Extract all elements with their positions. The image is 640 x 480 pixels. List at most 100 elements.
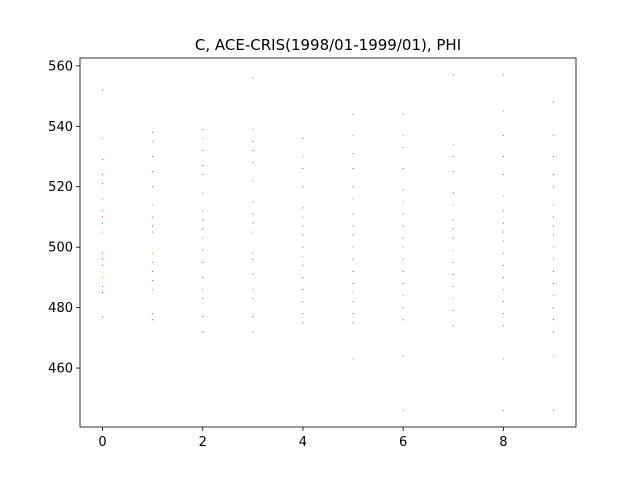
point: [302, 301, 304, 303]
x-tick-label: 8: [499, 435, 507, 450]
point: [202, 288, 204, 290]
point: [202, 331, 204, 333]
point: [102, 252, 104, 254]
y-tick-label: 460: [48, 362, 73, 377]
point: [252, 331, 254, 333]
point: [402, 246, 404, 248]
point: [352, 258, 354, 260]
point: [302, 156, 304, 158]
x-tick-label: 4: [299, 435, 307, 450]
y-tick-label: 520: [48, 180, 73, 195]
point: [402, 189, 404, 191]
point: [102, 183, 104, 185]
point: [102, 216, 104, 218]
point: [552, 331, 554, 333]
point: [552, 186, 554, 188]
y-tick-label: 480: [48, 301, 73, 316]
point: [502, 195, 504, 197]
point: [152, 252, 154, 254]
x-tick-label: 2: [199, 435, 207, 450]
point: [402, 113, 404, 115]
point: [102, 264, 104, 266]
point: [502, 276, 504, 278]
point: [402, 355, 404, 357]
point: [352, 282, 354, 284]
point: [502, 156, 504, 158]
point: [252, 252, 254, 254]
point: [402, 201, 404, 203]
point: [502, 325, 504, 327]
point: [502, 74, 504, 76]
point: [152, 313, 154, 315]
point: [152, 261, 154, 263]
point: [102, 210, 104, 212]
x-tick-label: 0: [98, 435, 106, 450]
point: [352, 225, 354, 227]
point: [402, 270, 404, 272]
point: [202, 137, 204, 139]
point: [102, 159, 104, 161]
point: [202, 316, 204, 318]
point: [252, 213, 254, 215]
point: [152, 156, 154, 158]
point: [302, 168, 304, 170]
point: [302, 313, 304, 315]
point: [402, 409, 404, 411]
point: [452, 228, 454, 230]
point: [352, 322, 354, 324]
point: [202, 261, 204, 263]
point: [502, 231, 504, 233]
point: [452, 261, 454, 263]
y-tick-label: 560: [48, 59, 73, 74]
point: [252, 77, 254, 79]
point: [402, 213, 404, 215]
point: [352, 134, 354, 136]
point: [452, 143, 454, 145]
point: [352, 152, 354, 154]
point: [502, 288, 504, 290]
point: [352, 198, 354, 200]
point: [252, 128, 254, 130]
point: [152, 279, 154, 281]
point: [552, 234, 554, 236]
point: [302, 186, 304, 188]
point: [502, 301, 504, 303]
point: [502, 264, 504, 266]
point: [152, 131, 154, 133]
point: [302, 264, 304, 266]
point: [302, 276, 304, 278]
point: [402, 319, 404, 321]
point: [552, 270, 554, 272]
point: [452, 298, 454, 300]
point: [152, 231, 154, 233]
point: [202, 219, 204, 221]
point: [552, 282, 554, 284]
point: [102, 316, 104, 318]
point: [352, 292, 354, 294]
point: [502, 222, 504, 224]
point: [302, 225, 304, 227]
point: [252, 288, 254, 290]
point: [202, 237, 204, 239]
point: [102, 174, 104, 176]
point: [402, 168, 404, 170]
point: [302, 255, 304, 257]
point: [502, 240, 504, 242]
point: [352, 301, 354, 303]
point: [252, 201, 254, 203]
point: [352, 113, 354, 115]
point: [402, 225, 404, 227]
point: [402, 282, 404, 284]
point: [102, 222, 104, 224]
point: [502, 252, 504, 254]
point: [402, 258, 404, 260]
point: [502, 134, 504, 136]
point: [252, 273, 254, 275]
y-tick-label: 540: [48, 120, 73, 135]
point: [552, 258, 554, 260]
point: [252, 140, 254, 142]
point: [552, 134, 554, 136]
point: [502, 358, 504, 360]
point: [102, 137, 104, 139]
